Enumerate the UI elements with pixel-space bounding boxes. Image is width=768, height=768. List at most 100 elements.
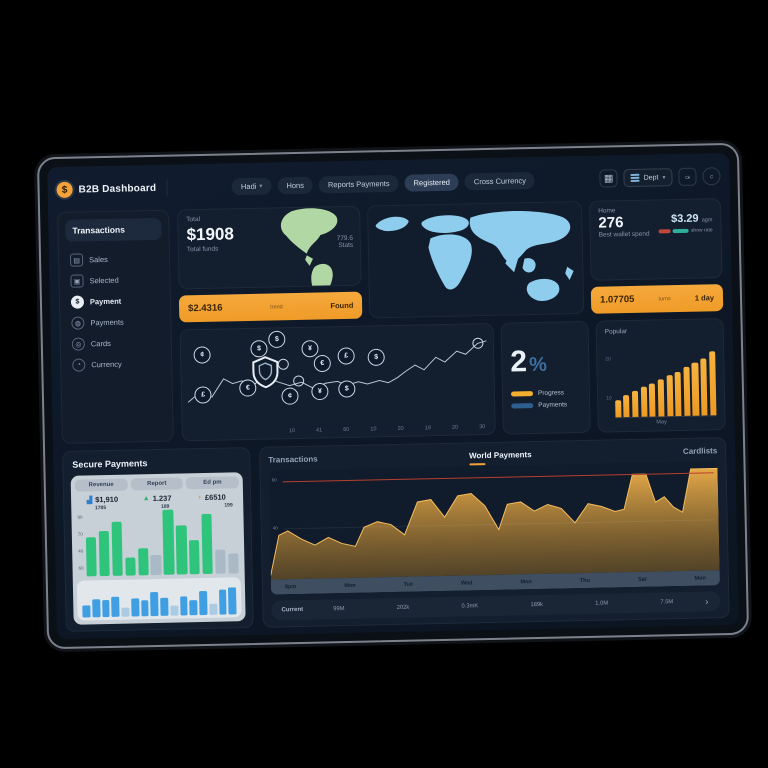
x-tick: 19 <box>424 425 431 432</box>
world-map-card <box>367 201 585 319</box>
dept-dropdown[interactable]: Dept ▾ <box>623 167 673 188</box>
blue-bars-strip <box>76 577 242 621</box>
progress-meter: show rate <box>658 227 713 234</box>
column-header-report[interactable]: Report <box>130 477 184 491</box>
tab-cardlists[interactable]: Cardlists <box>682 446 718 456</box>
bar <box>640 387 648 417</box>
tab-world-payments[interactable]: World Payments <box>468 450 532 461</box>
bar <box>648 383 656 417</box>
list-item: 7.5M <box>660 599 674 606</box>
nav-item-hons[interactable]: Hons <box>277 176 314 194</box>
bar <box>201 513 213 575</box>
popular-bar-card: Popular 20 10 May <box>595 318 726 433</box>
bar <box>708 351 717 416</box>
balance-note: 779.6 Stats <box>337 235 354 249</box>
percent-card: 2 % Progress Payments <box>500 320 591 435</box>
currency-coin-icon: £ <box>337 347 355 366</box>
progress-note: show rate <box>690 227 713 234</box>
bar <box>666 375 674 417</box>
bar <box>631 391 639 417</box>
world-panel-footer: Current 99M 202k 0.3mK 189k 1.0M 7.5M › <box>271 591 721 621</box>
list-item: 90 <box>77 514 83 520</box>
column-header-edpm[interactable]: Ed pm <box>186 476 239 490</box>
bar <box>111 597 120 617</box>
triangle-icon: ▲ <box>142 495 150 503</box>
secure-payments-table: Revenue Report Ed pm ▟ $1,910 ▲ 1.237 ◗ £65… <box>70 472 246 625</box>
sidebar-item-payment[interactable]: $ Payment <box>67 290 163 313</box>
stat-card: Home 276 Best wallet spend $3.29 agm <box>588 198 723 281</box>
bar <box>209 603 218 615</box>
sidebar-header: Transactions <box>65 217 162 242</box>
sidebar-item-sales[interactable]: ▤ Sales <box>66 248 162 271</box>
x-axis-label: Tue <box>403 581 414 588</box>
list-item: 10 <box>606 395 612 402</box>
shield-icon <box>250 355 281 395</box>
list-item: 0.3mK <box>461 603 479 610</box>
currency-coin-icon: ¢ <box>281 387 299 406</box>
stat-sub: Best wallet spend <box>598 230 650 239</box>
copy-icon: ▣ <box>70 274 84 288</box>
nav-item-cross-currency[interactable]: Cross Currency <box>464 171 536 190</box>
wallet-icon[interactable] <box>678 167 697 186</box>
popular-title: Popular <box>604 328 628 336</box>
bar <box>691 362 700 416</box>
column-header-revenue[interactable]: Revenue <box>74 478 128 492</box>
percent-number: 2 <box>509 345 528 379</box>
bar <box>623 395 630 418</box>
bar <box>188 540 201 575</box>
bar <box>227 552 239 574</box>
bar <box>130 598 140 617</box>
footer-values: 99M 202k 0.3mK 189k 1.0M 7.5M <box>307 599 699 613</box>
banner-action-button[interactable]: Found <box>330 300 354 311</box>
banner-action-button[interactable]: 1 day <box>694 293 715 303</box>
y-tick-60: 60 <box>271 477 277 483</box>
sidebar-item-selected[interactable]: ▣ Selected <box>66 269 162 292</box>
nav-label: Reports Payments <box>327 178 390 189</box>
y-tick-40: 40 <box>272 524 278 531</box>
nav-item-registered[interactable]: Registered <box>404 173 460 192</box>
sidebar-item-label: Sales <box>88 254 108 265</box>
sidebar-item-currency[interactable]: ◔ Currency <box>68 353 164 376</box>
legend-progress: Progress <box>510 389 581 397</box>
tablet-device: $ B2B Dashboard Hadi ▾ Hons Reports Payme… <box>36 142 750 650</box>
bar <box>175 525 188 575</box>
tab-transactions[interactable]: Transactions <box>268 454 318 465</box>
x-tick: 10 <box>370 426 377 433</box>
green-bars <box>85 505 239 577</box>
bar <box>137 547 149 576</box>
bar <box>124 557 136 576</box>
logo-glyph: $ <box>61 184 68 196</box>
middle-region: Transactions ▤ Sales ▣ Selected $ Payment ◍… <box>57 198 726 444</box>
apps-grid-icon[interactable]: ▦ <box>599 169 618 188</box>
kpi-row: Total $1908 Total funds 779.6 Stats <box>177 198 724 323</box>
bar <box>101 599 110 618</box>
nav-label: Cross Currency <box>473 175 527 186</box>
sidebar-item-label: Selected <box>89 275 119 286</box>
world-payments-panel: Transactions World Payments Cardlists <box>259 437 730 628</box>
secure-y-ticks: 90 70 40 60 <box>77 509 83 577</box>
nav-item-reports-payments[interactable]: Reports Payments <box>318 174 399 194</box>
ring-marker <box>277 358 290 370</box>
refresh-icon[interactable] <box>702 167 721 186</box>
list-item: 189k <box>530 601 544 609</box>
rate-banner[interactable]: 1.07705 turns 1 day <box>590 284 724 314</box>
menu-lines-icon <box>630 173 640 184</box>
x-tick: 30 <box>479 424 486 431</box>
sidebar-item-label: Currency <box>91 359 122 370</box>
trend-banner[interactable]: $2.4316 trend Found <box>178 291 363 323</box>
chevron-right-icon[interactable]: › <box>705 596 709 607</box>
x-tick: 10 <box>288 428 295 435</box>
nav-item-hadi[interactable]: Hadi ▾ <box>231 177 272 195</box>
sidebar-item-cards[interactable]: ◎ Cards <box>68 332 164 355</box>
users-icon: ◍ <box>71 316 85 330</box>
stat-column: Home 276 Best wallet spend $3.29 agm <box>588 198 724 314</box>
secure-payments-panel: Secure Payments Revenue Report Ed pm ▟ $1… <box>62 447 254 632</box>
coin-icons-layer: ¢ $ $ ¥ € £ $ £ € ¢ ¥ $ <box>181 324 495 441</box>
sidebar-item-payments[interactable]: ◍ Payments <box>67 311 163 334</box>
progress-teal-segment <box>672 229 689 233</box>
x-axis-label: 8pm <box>284 583 297 590</box>
bar <box>150 554 162 576</box>
popular-bars <box>613 337 717 419</box>
secure-column-headers: Revenue Report Ed pm <box>74 476 239 492</box>
x-axis-label: Sat <box>637 576 647 583</box>
